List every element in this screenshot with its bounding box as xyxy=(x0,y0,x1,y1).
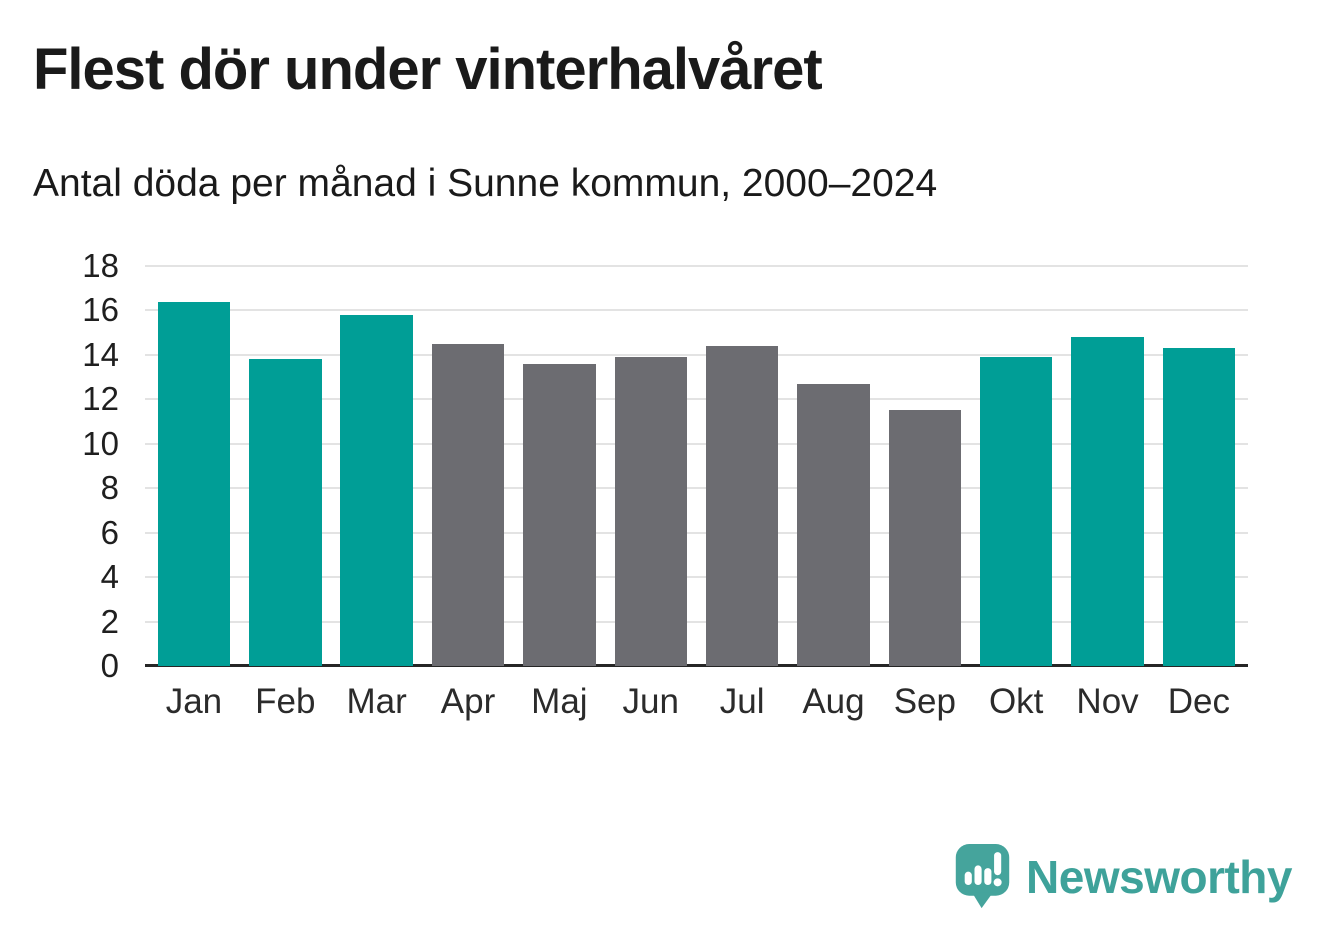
x-tick-label-feb: Feb xyxy=(255,682,316,721)
y-tick-label-8: 8 xyxy=(100,469,119,507)
gridline-16 xyxy=(145,309,1248,312)
newsworthy-brand-text: Newsworthy xyxy=(1026,851,1292,903)
x-tick-label-sep: Sep xyxy=(893,682,956,721)
newsworthy-logo: Newsworthy xyxy=(954,842,1292,912)
y-tick-label-6: 6 xyxy=(100,513,119,551)
x-tick-label-nov: Nov xyxy=(1076,682,1139,721)
bar-jul xyxy=(705,346,779,666)
bar-nov xyxy=(1071,337,1144,666)
gridline-18 xyxy=(145,265,1248,267)
y-tick-label-14: 14 xyxy=(82,335,119,373)
bar-sep xyxy=(888,410,962,666)
gridline-12 xyxy=(145,398,1248,401)
gridline-14 xyxy=(145,353,1248,356)
bar-mar xyxy=(340,314,413,666)
x-tick-label-jan: Jan xyxy=(165,682,223,721)
gridline-6 xyxy=(145,531,1248,534)
newsworthy-speech-bubble-chart-icon xyxy=(954,842,1011,912)
y-tick-label-18: 18 xyxy=(82,247,119,284)
y-tick-label-0: 0 xyxy=(100,647,119,684)
bar-dec xyxy=(1162,348,1236,666)
x-tick-label-dec: Dec xyxy=(1167,682,1231,721)
x-tick-label-apr: Apr xyxy=(440,682,496,721)
page-subtitle: Antal döda per månad i Sunne kommun, 200… xyxy=(33,162,938,205)
gridline-4 xyxy=(145,576,1248,579)
gridline-10 xyxy=(145,442,1248,445)
bar-apr xyxy=(431,343,505,666)
y-tick-label-12: 12 xyxy=(82,380,119,418)
x-tick-label-maj: Maj xyxy=(531,682,588,721)
y-tick-label-2: 2 xyxy=(100,602,119,640)
y-tick-label-16: 16 xyxy=(82,291,119,329)
x-tick-label-mar: Mar xyxy=(346,682,407,721)
x-axis-baseline xyxy=(145,664,1248,667)
x-tick-label-okt: Okt xyxy=(988,682,1044,721)
gridline-8 xyxy=(145,487,1248,490)
y-tick-label-10: 10 xyxy=(82,424,119,462)
page-title: Flest dör under vinterhalvåret xyxy=(33,37,823,102)
y-tick-label-4: 4 xyxy=(100,558,119,596)
bar-okt xyxy=(979,357,1053,666)
bar-feb xyxy=(249,359,322,666)
bar-maj xyxy=(523,363,596,666)
gridline-2 xyxy=(145,620,1248,623)
bar-jan xyxy=(157,301,231,666)
x-tick-label-jun: Jun xyxy=(622,682,679,721)
x-tick-label-jul: Jul xyxy=(719,682,765,721)
bar-aug xyxy=(797,383,870,666)
bar-jun xyxy=(614,357,687,666)
x-tick-label-aug: Aug xyxy=(802,682,865,721)
plot-area: 0 2 4 6 8 10 12 14 16 18 Jan Feb Mar Apr Maj Jun Jul Aug S… xyxy=(82,247,1248,721)
